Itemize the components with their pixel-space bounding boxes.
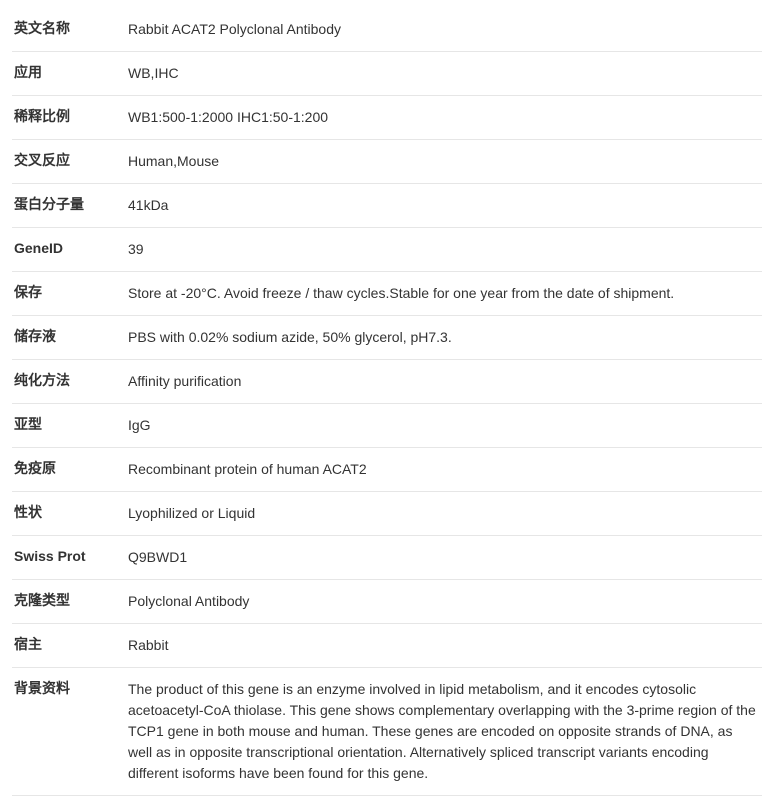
table-row: 纯化方法 Affinity purification bbox=[12, 360, 762, 404]
table-row: 储存液 PBS with 0.02% sodium azide, 50% gly… bbox=[12, 316, 762, 360]
spec-label: 免疫原 bbox=[12, 448, 126, 492]
spec-table: 英文名称 Rabbit ACAT2 Polyclonal Antibody 应用… bbox=[12, 8, 762, 796]
spec-label: GeneID bbox=[12, 228, 126, 272]
spec-value: Rabbit ACAT2 Polyclonal Antibody bbox=[126, 8, 762, 52]
spec-label: 宿主 bbox=[12, 624, 126, 668]
spec-label: 稀释比例 bbox=[12, 96, 126, 140]
spec-value: Affinity purification bbox=[126, 360, 762, 404]
spec-value: Store at -20°C. Avoid freeze / thaw cycl… bbox=[126, 272, 762, 316]
spec-label: 储存液 bbox=[12, 316, 126, 360]
spec-label: 克隆类型 bbox=[12, 580, 126, 624]
spec-value: Rabbit bbox=[126, 624, 762, 668]
spec-label: 背景资料 bbox=[12, 668, 126, 796]
spec-value: IgG bbox=[126, 404, 762, 448]
table-row: 应用 WB,IHC bbox=[12, 52, 762, 96]
spec-label: 英文名称 bbox=[12, 8, 126, 52]
spec-value: WB,IHC bbox=[126, 52, 762, 96]
spec-label: 交叉反应 bbox=[12, 140, 126, 184]
spec-value: PBS with 0.02% sodium azide, 50% glycero… bbox=[126, 316, 762, 360]
spec-label: 蛋白分子量 bbox=[12, 184, 126, 228]
spec-label: 应用 bbox=[12, 52, 126, 96]
spec-label: 性状 bbox=[12, 492, 126, 536]
table-row: 英文名称 Rabbit ACAT2 Polyclonal Antibody bbox=[12, 8, 762, 52]
spec-label: 保存 bbox=[12, 272, 126, 316]
table-row: 蛋白分子量 41kDa bbox=[12, 184, 762, 228]
table-row: 背景资料 The product of this gene is an enzy… bbox=[12, 668, 762, 796]
spec-value: The product of this gene is an enzyme in… bbox=[126, 668, 762, 796]
spec-value: Q9BWD1 bbox=[126, 536, 762, 580]
spec-value: WB1:500-1:2000 IHC1:50-1:200 bbox=[126, 96, 762, 140]
table-row: 性状 Lyophilized or Liquid bbox=[12, 492, 762, 536]
table-row: Swiss Prot Q9BWD1 bbox=[12, 536, 762, 580]
spec-value: Human,Mouse bbox=[126, 140, 762, 184]
spec-table-body: 英文名称 Rabbit ACAT2 Polyclonal Antibody 应用… bbox=[12, 8, 762, 796]
spec-value: Polyclonal Antibody bbox=[126, 580, 762, 624]
spec-value: 41kDa bbox=[126, 184, 762, 228]
table-row: 克隆类型 Polyclonal Antibody bbox=[12, 580, 762, 624]
table-row: 稀释比例 WB1:500-1:2000 IHC1:50-1:200 bbox=[12, 96, 762, 140]
spec-value: Recombinant protein of human ACAT2 bbox=[126, 448, 762, 492]
spec-label: 纯化方法 bbox=[12, 360, 126, 404]
table-row: 交叉反应 Human,Mouse bbox=[12, 140, 762, 184]
spec-label: Swiss Prot bbox=[12, 536, 126, 580]
spec-label: 亚型 bbox=[12, 404, 126, 448]
table-row: 免疫原 Recombinant protein of human ACAT2 bbox=[12, 448, 762, 492]
table-row: 保存 Store at -20°C. Avoid freeze / thaw c… bbox=[12, 272, 762, 316]
spec-value: 39 bbox=[126, 228, 762, 272]
table-row: 宿主 Rabbit bbox=[12, 624, 762, 668]
spec-value: Lyophilized or Liquid bbox=[126, 492, 762, 536]
table-row: 亚型 IgG bbox=[12, 404, 762, 448]
table-row: GeneID 39 bbox=[12, 228, 762, 272]
